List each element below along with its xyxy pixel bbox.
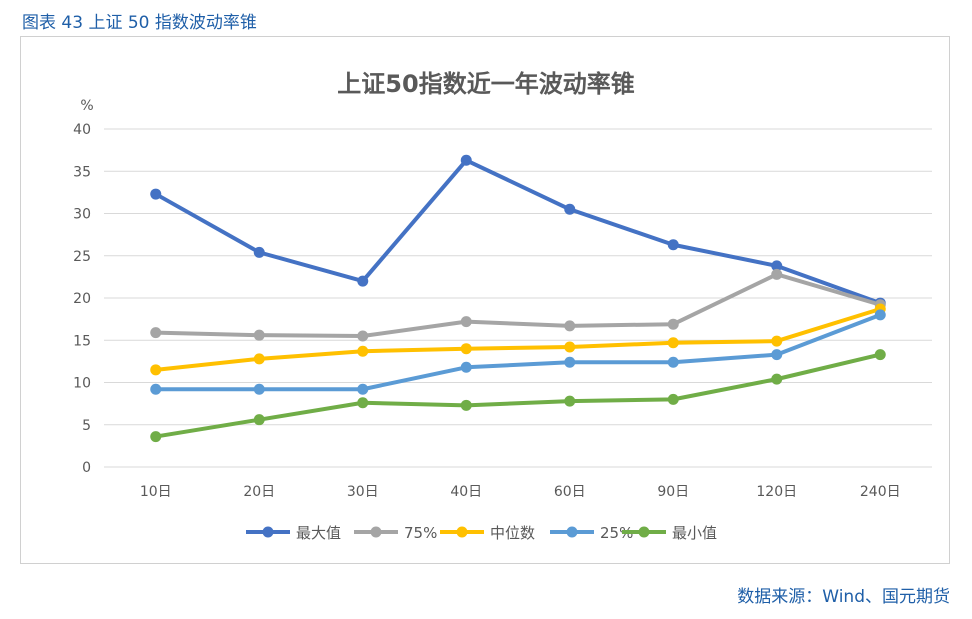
- data-point: [564, 356, 576, 368]
- series-line-中位数: [155, 307, 881, 372]
- series-line-最大值: [154, 158, 881, 305]
- legend-label: 75%: [404, 524, 437, 542]
- legend-label: 25%: [600, 524, 633, 542]
- data-point: [460, 154, 472, 166]
- data-point: [460, 361, 472, 373]
- data-point: [667, 239, 679, 251]
- legend-marker: [456, 526, 468, 538]
- data-point: [771, 349, 783, 361]
- data-point: [357, 345, 369, 357]
- data-point: [460, 316, 472, 328]
- legend-marker: [566, 526, 578, 538]
- chart-title: 上证50指数近一年波动率锥: [337, 70, 634, 98]
- x-tick-label: 120日: [756, 484, 797, 500]
- data-point: [667, 393, 679, 405]
- series-line-75%: [155, 272, 881, 339]
- y-tick-label: 0: [82, 460, 91, 476]
- y-axis-label: %: [80, 98, 93, 114]
- data-point: [150, 364, 162, 376]
- data-point: [357, 383, 369, 395]
- source-note: 数据来源：Wind、国元期货: [737, 587, 950, 607]
- data-point: [564, 395, 576, 407]
- data-point: [460, 399, 472, 411]
- data-point: [253, 353, 265, 365]
- data-point: [564, 320, 576, 332]
- series-line-25%: [155, 313, 881, 392]
- legend-marker: [262, 526, 274, 538]
- y-tick-label: 5: [82, 418, 91, 434]
- y-tick-label: 15: [73, 333, 91, 349]
- data-point: [564, 341, 576, 353]
- data-point: [253, 329, 265, 341]
- y-tick-label: 20: [73, 291, 91, 307]
- x-tick-label: 30日: [347, 484, 379, 500]
- data-point: [564, 203, 576, 215]
- data-point: [253, 383, 265, 395]
- x-tick-label: 20日: [243, 484, 275, 500]
- y-tick-label: 35: [73, 164, 91, 180]
- legend-marker: [638, 526, 650, 538]
- x-tick-label: 10日: [140, 484, 172, 500]
- data-point: [150, 383, 162, 395]
- data-point: [253, 414, 265, 426]
- data-point: [771, 260, 783, 272]
- data-point: [150, 188, 162, 200]
- data-point: [874, 309, 886, 321]
- x-tick-label: 60日: [554, 484, 586, 500]
- data-point: [460, 343, 472, 355]
- y-tick-label: 30: [73, 207, 91, 223]
- y-tick-label: 40: [73, 122, 91, 138]
- data-point: [874, 349, 886, 361]
- data-point: [771, 268, 783, 280]
- x-tick-label: 90日: [657, 484, 689, 500]
- y-tick-label: 25: [73, 249, 91, 265]
- x-tick-label: 240日: [860, 484, 901, 500]
- data-point: [771, 373, 783, 385]
- data-point: [357, 330, 369, 342]
- series-line-最小值: [155, 352, 881, 439]
- x-tick-label: 40日: [450, 484, 482, 500]
- legend-label: 最大值: [296, 524, 341, 542]
- data-point: [771, 335, 783, 347]
- data-point: [150, 431, 162, 443]
- data-point: [150, 327, 162, 339]
- data-point: [253, 246, 265, 258]
- figure-caption: 图表 43 上证 50 指数波动率锥: [22, 13, 257, 33]
- legend-label: 中位数: [490, 524, 535, 542]
- data-point: [357, 275, 369, 287]
- y-tick-label: 10: [73, 376, 91, 392]
- data-point: [667, 356, 679, 368]
- chart-frame: [20, 36, 950, 564]
- legend-label: 最小值: [672, 524, 717, 542]
- data-point: [667, 318, 679, 330]
- data-point: [667, 337, 679, 349]
- legend-marker: [370, 526, 382, 538]
- data-point: [357, 397, 369, 409]
